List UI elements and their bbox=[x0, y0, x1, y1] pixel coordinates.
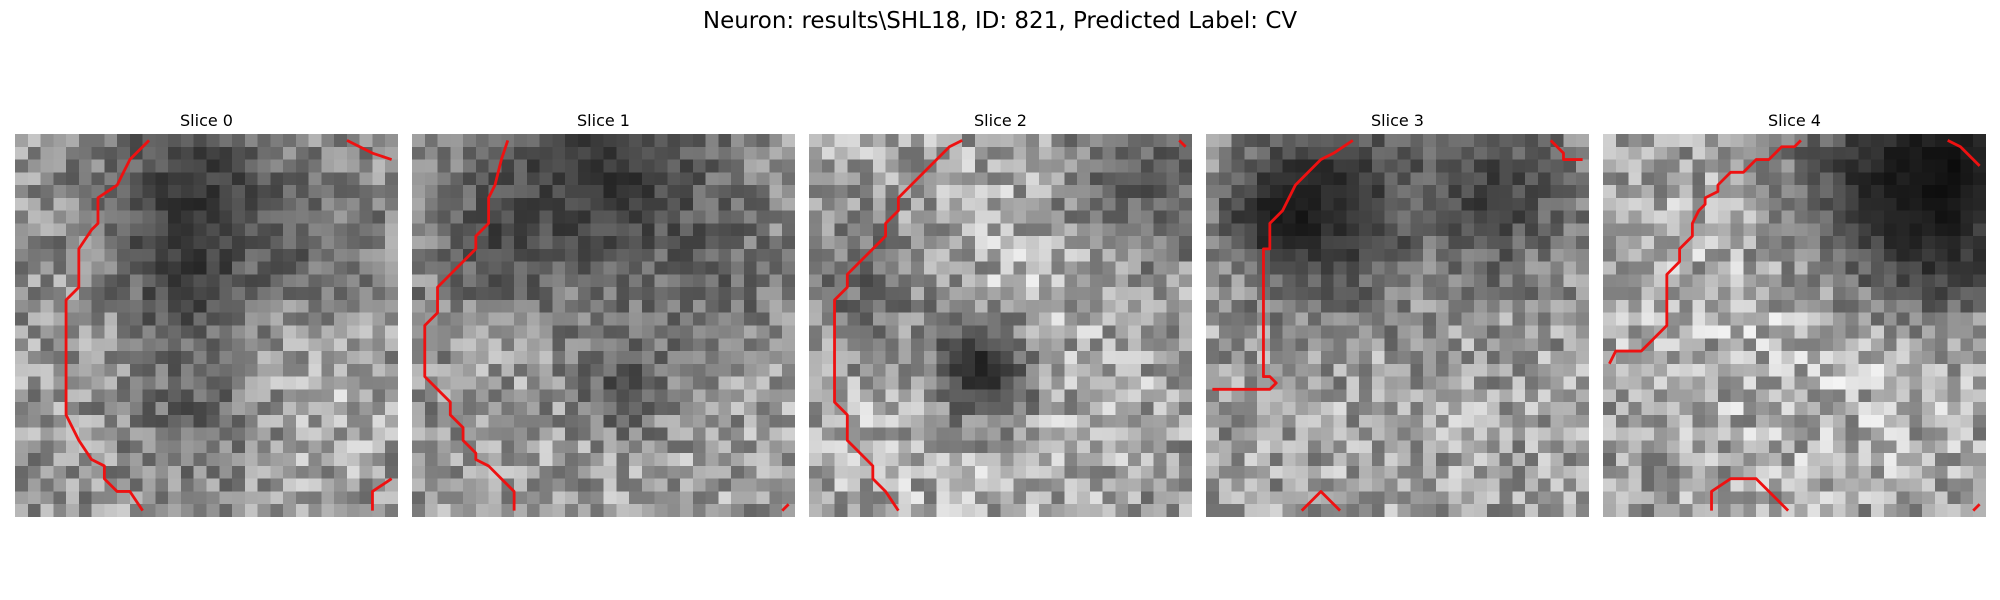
pixel-grid bbox=[1603, 134, 1986, 517]
segmentation-contour bbox=[1608, 139, 1802, 365]
slice-title: Slice 2 bbox=[974, 111, 1027, 130]
pixel-grid bbox=[15, 134, 398, 517]
slice-panel: Slice 2 bbox=[809, 108, 1192, 517]
slice-title: Slice 0 bbox=[180, 111, 233, 130]
pixel-grid bbox=[412, 134, 795, 517]
segmentation-contour bbox=[346, 139, 393, 161]
segmentation-contour bbox=[64, 139, 151, 512]
slice-panel: Slice 0 bbox=[15, 108, 398, 517]
grayscale-image bbox=[15, 134, 398, 517]
segmentation-contour bbox=[423, 139, 516, 511]
segmentation-contour bbox=[1972, 503, 1981, 512]
segmentation-contour bbox=[1212, 139, 1354, 391]
slice-title: Slice 1 bbox=[577, 111, 630, 130]
segmentation-contour bbox=[371, 477, 393, 511]
segmentation-contour bbox=[1549, 139, 1583, 161]
segmentation-contour bbox=[1710, 477, 1790, 512]
segmentation-contour bbox=[1300, 490, 1342, 512]
grayscale-image bbox=[412, 134, 795, 517]
grayscale-image bbox=[1603, 134, 1986, 517]
figure-title: Neuron: results\SHL18, ID: 821, Predicte… bbox=[702, 8, 1298, 34]
segmentation-contour bbox=[781, 503, 790, 512]
pixel-grid bbox=[1206, 134, 1589, 517]
segmentation-contour bbox=[833, 139, 963, 512]
slice-title: Slice 4 bbox=[1768, 111, 1821, 130]
slice-panel: Slice 3 bbox=[1206, 108, 1589, 517]
segmentation-contour bbox=[1178, 139, 1187, 148]
slice-panel: Slice 1 bbox=[412, 108, 795, 517]
slice-title: Slice 3 bbox=[1371, 111, 1424, 130]
grayscale-image bbox=[1206, 134, 1589, 517]
slice-panel: Slice 4 bbox=[1603, 108, 1986, 517]
segmentation-contour bbox=[1947, 139, 1981, 167]
grayscale-image bbox=[809, 134, 1192, 517]
